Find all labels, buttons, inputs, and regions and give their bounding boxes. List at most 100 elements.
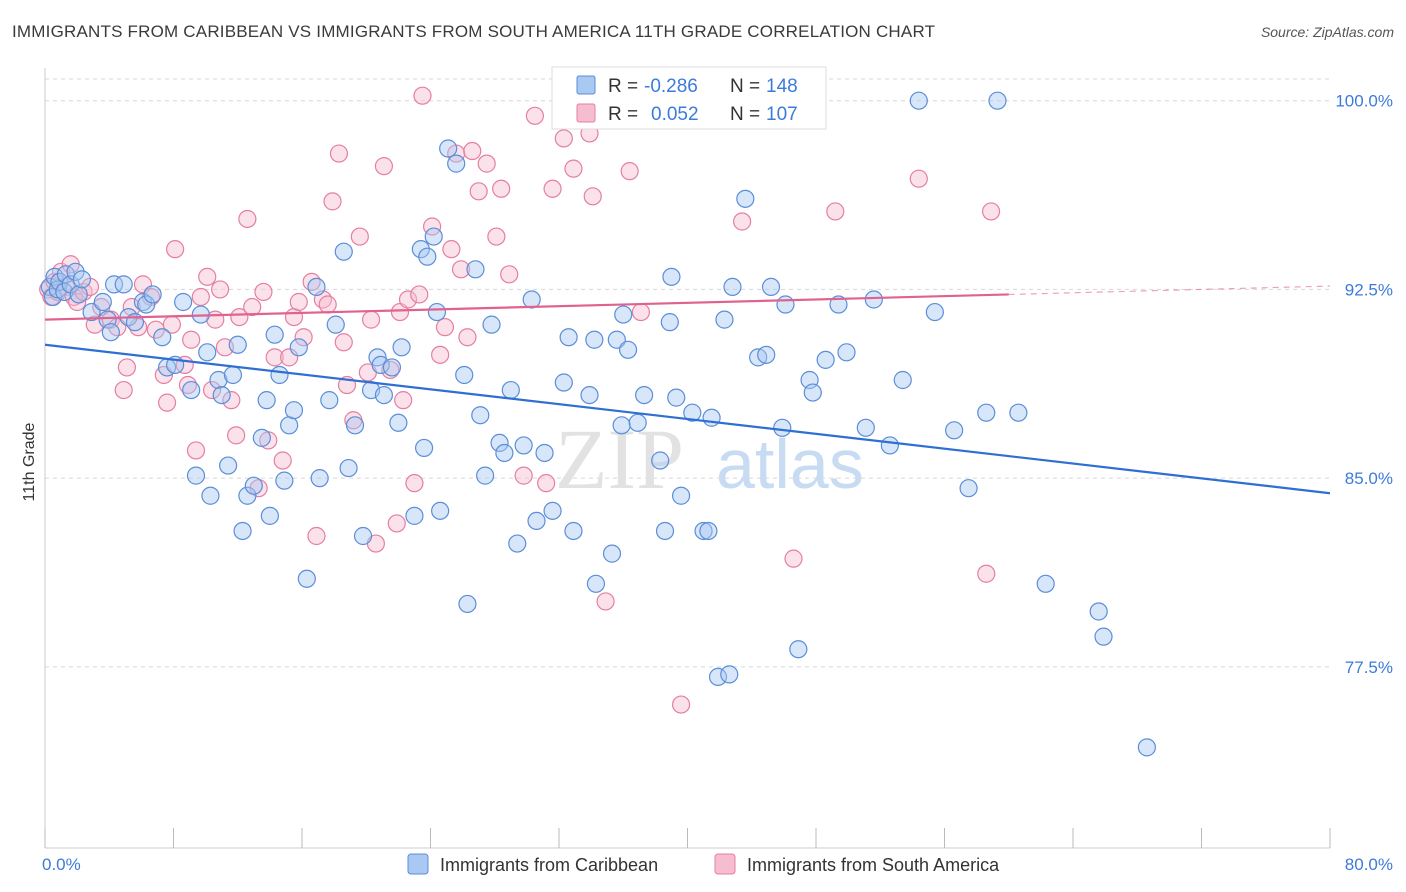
caribbean-point	[339, 458, 358, 478]
south-america-point	[977, 564, 996, 583]
south-america-point	[222, 391, 241, 410]
caribbean-point	[614, 305, 633, 324]
caribbean-point	[55, 282, 74, 302]
caribbean-point	[153, 328, 172, 347]
legend-n-label-south-america: N =	[730, 104, 760, 125]
south-america-point	[284, 307, 304, 327]
caribbean-point	[334, 242, 353, 261]
bottom-legend-label-caribbean: Immigrants from Caribbean	[440, 855, 658, 875]
legend-n-label-caribbean: N =	[730, 76, 760, 97]
south-america-point	[186, 441, 206, 460]
south-america-point	[394, 391, 413, 410]
caribbean-point	[773, 418, 792, 437]
bottom-legend-swatch-south-america	[714, 853, 736, 875]
caribbean-point	[585, 330, 604, 349]
caribbean-point	[612, 416, 631, 435]
south-america-point	[318, 295, 337, 314]
caribbean-point	[389, 413, 408, 432]
south-america-point	[307, 526, 326, 546]
caribbean-point	[816, 350, 835, 369]
caribbean-point	[880, 436, 899, 455]
caribbean-point	[660, 313, 679, 332]
south-america-point	[492, 179, 511, 198]
caribbean-point	[133, 292, 153, 312]
caribbean-point	[209, 370, 228, 390]
caribbean-point	[508, 534, 527, 553]
south-america-point	[166, 240, 185, 259]
bottom-legend-swatch-caribbean	[407, 853, 429, 875]
caribbean-point	[447, 154, 466, 173]
south-america-point	[514, 466, 533, 485]
caribbean-point	[837, 343, 856, 362]
caribbean-point	[776, 295, 795, 314]
south-america-point	[463, 141, 482, 161]
caribbean-point	[662, 267, 681, 286]
x-tick-label-min: 0.0%	[42, 855, 81, 874]
south-america-point	[191, 287, 210, 307]
caribbean-point	[476, 466, 495, 485]
caribbean-point	[471, 406, 490, 425]
caribbean-point	[945, 421, 964, 440]
caribbean-point	[275, 471, 294, 490]
caribbean-point	[260, 506, 279, 525]
caribbean-point	[418, 247, 437, 266]
caribbean-point	[1036, 574, 1055, 593]
caribbean-point	[219, 456, 238, 475]
axes	[44, 68, 1331, 849]
caribbean-point	[289, 338, 308, 357]
caribbean-point	[265, 325, 284, 344]
caribbean-point	[186, 466, 206, 485]
caribbean-point	[655, 521, 675, 541]
caribbean-point	[667, 388, 686, 407]
legend-r-value-south-america: 0.052	[651, 104, 699, 125]
caribbean-point	[455, 365, 474, 385]
legend-r-value-caribbean: -0.286	[644, 76, 698, 97]
caribbean-point	[559, 328, 578, 347]
south-america-trend-extension	[1008, 285, 1331, 296]
trend-lines	[44, 285, 1331, 495]
caribbean-point	[104, 275, 124, 294]
caribbean-point	[270, 365, 289, 385]
south-america-point	[289, 292, 308, 312]
series-legend: Immigrants from Caribbean Immigrants fro…	[407, 853, 1000, 875]
caribbean-point	[893, 370, 912, 390]
caribbean-point	[628, 413, 647, 432]
caribbean-point	[708, 667, 728, 687]
caribbean-point	[307, 277, 326, 297]
caribbean-point	[803, 383, 822, 402]
south-america-point	[469, 182, 488, 201]
south-america-point	[909, 169, 928, 188]
caribbean-point	[535, 443, 554, 463]
caribbean-point	[543, 501, 562, 520]
south-america-point	[198, 267, 217, 286]
south-america-point	[435, 318, 455, 337]
caribbean-point	[586, 574, 606, 593]
caribbean-point	[482, 315, 501, 334]
south-america-point	[374, 157, 394, 176]
caribbean-point	[466, 260, 485, 279]
caribbean-point	[683, 403, 702, 422]
south-america-point	[157, 393, 177, 412]
caribbean-point	[702, 408, 721, 427]
caribbean-point	[326, 315, 345, 334]
south-america-point	[114, 380, 133, 400]
caribbean-point	[353, 526, 373, 546]
caribbean-point	[1089, 602, 1108, 621]
south-america-point	[583, 187, 602, 206]
caribbean-point	[198, 343, 217, 362]
tick-labels: 77.5% 85.0% 92.5% 100.0% 0.0% 80.0%	[42, 92, 1393, 874]
south-america-point	[537, 474, 556, 493]
caribbean-point	[925, 302, 944, 322]
caribbean-point	[143, 285, 162, 304]
caribbean-point	[310, 469, 329, 488]
south-america-point	[543, 179, 562, 198]
caribbean-point	[635, 385, 654, 405]
caribbean-point	[50, 272, 69, 291]
south-america-point	[182, 330, 201, 349]
south-america-point	[620, 162, 639, 181]
y-tick-label: 100.0%	[1335, 92, 1393, 111]
caribbean-point	[789, 640, 808, 659]
caribbean-point	[761, 277, 781, 297]
south-america-point	[230, 307, 249, 327]
caribbean-point	[284, 401, 304, 420]
